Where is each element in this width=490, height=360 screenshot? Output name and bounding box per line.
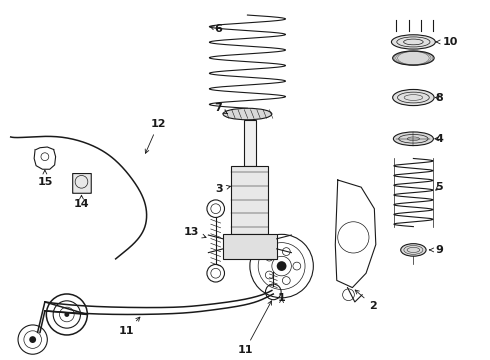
Text: 1: 1: [278, 293, 286, 303]
Text: 5: 5: [436, 182, 443, 192]
Text: 4: 4: [435, 134, 443, 144]
Text: 6: 6: [210, 24, 222, 35]
FancyBboxPatch shape: [244, 120, 256, 166]
Ellipse shape: [392, 51, 434, 65]
Ellipse shape: [392, 89, 434, 105]
Ellipse shape: [401, 244, 426, 256]
Text: 10: 10: [436, 37, 458, 47]
Text: 2: 2: [355, 290, 377, 311]
FancyBboxPatch shape: [223, 234, 277, 259]
Ellipse shape: [392, 35, 435, 49]
Text: 11: 11: [119, 317, 140, 336]
Text: 11: 11: [237, 301, 271, 355]
Circle shape: [29, 336, 36, 343]
FancyBboxPatch shape: [73, 174, 91, 193]
Circle shape: [277, 261, 287, 271]
Text: 7: 7: [214, 103, 227, 114]
Text: 8: 8: [435, 93, 443, 103]
Text: 9: 9: [430, 245, 443, 255]
Circle shape: [64, 312, 69, 317]
Ellipse shape: [223, 108, 272, 120]
Ellipse shape: [393, 132, 434, 145]
Text: 15: 15: [37, 170, 52, 187]
FancyBboxPatch shape: [231, 166, 269, 234]
Text: 14: 14: [74, 195, 89, 210]
Text: 3: 3: [216, 184, 230, 194]
Text: 13: 13: [184, 227, 206, 238]
Text: 12: 12: [145, 120, 166, 153]
